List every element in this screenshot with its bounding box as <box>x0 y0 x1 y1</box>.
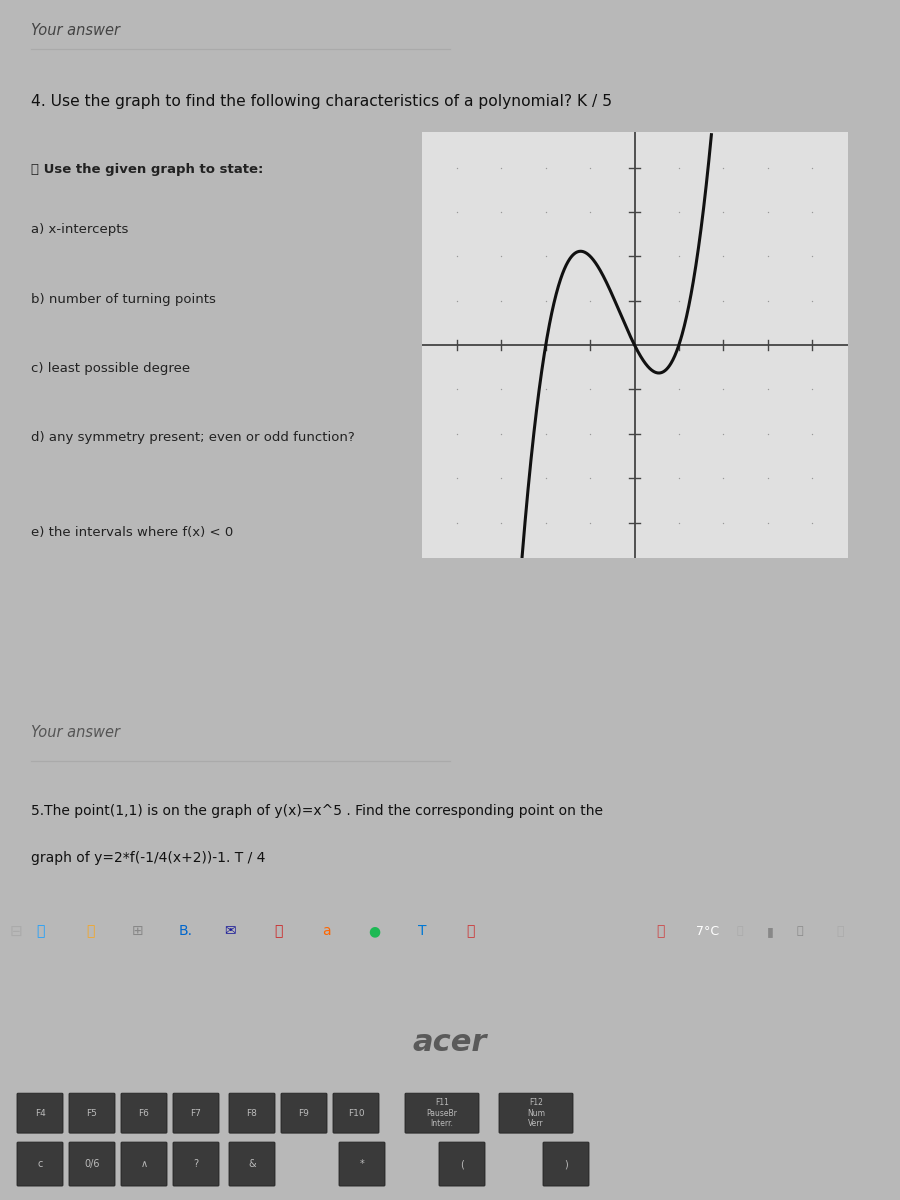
Text: F7: F7 <box>191 1109 202 1117</box>
FancyBboxPatch shape <box>281 1093 327 1133</box>
FancyBboxPatch shape <box>17 1142 63 1186</box>
Text: 4. Use the graph to find the following characteristics of a polynomial? K / 5: 4. Use the graph to find the following c… <box>31 94 612 109</box>
Text: &: & <box>248 1159 256 1169</box>
FancyBboxPatch shape <box>173 1093 219 1133</box>
Text: c) least possible degree: c) least possible degree <box>31 361 190 374</box>
Text: 🔴: 🔴 <box>274 924 283 938</box>
Text: acer: acer <box>413 1027 487 1057</box>
FancyBboxPatch shape <box>121 1142 167 1186</box>
Text: 📁: 📁 <box>86 924 94 938</box>
Text: e) the intervals where f(x) < 0: e) the intervals where f(x) < 0 <box>31 526 233 539</box>
FancyBboxPatch shape <box>439 1142 485 1186</box>
FancyBboxPatch shape <box>69 1142 115 1186</box>
Text: F4: F4 <box>34 1109 45 1117</box>
Text: F12
Num
Verr: F12 Num Verr <box>527 1098 545 1128</box>
Text: 📶: 📶 <box>796 926 804 936</box>
FancyBboxPatch shape <box>405 1093 479 1133</box>
Text: 🖥: 🖥 <box>737 926 743 936</box>
Text: 📖 Use the given graph to state:: 📖 Use the given graph to state: <box>31 163 264 176</box>
FancyBboxPatch shape <box>17 1093 63 1133</box>
Text: F8: F8 <box>247 1109 257 1117</box>
Text: F6: F6 <box>139 1109 149 1117</box>
Text: d) any symmetry present; even or odd function?: d) any symmetry present; even or odd fun… <box>31 431 355 444</box>
Text: (: ( <box>460 1159 464 1169</box>
Text: ?: ? <box>194 1159 199 1169</box>
Text: ⊟: ⊟ <box>10 924 22 938</box>
Text: F10: F10 <box>347 1109 365 1117</box>
FancyBboxPatch shape <box>229 1142 275 1186</box>
FancyBboxPatch shape <box>499 1093 573 1133</box>
Text: 7°C: 7°C <box>696 925 719 937</box>
Text: Your answer: Your answer <box>31 725 120 740</box>
Text: ∧: ∧ <box>140 1159 148 1169</box>
Text: F5: F5 <box>86 1109 97 1117</box>
Text: a: a <box>321 924 330 938</box>
FancyBboxPatch shape <box>333 1093 379 1133</box>
Text: T: T <box>418 924 427 938</box>
Text: ✉: ✉ <box>224 924 236 938</box>
Text: ▮: ▮ <box>767 925 773 937</box>
Text: c: c <box>37 1159 42 1169</box>
Text: 🔊: 🔊 <box>836 925 844 937</box>
Text: 🔴: 🔴 <box>466 924 474 938</box>
Text: ): ) <box>564 1159 568 1169</box>
Text: 0/6: 0/6 <box>85 1159 100 1169</box>
Text: a) x-intercepts: a) x-intercepts <box>31 223 129 236</box>
Text: ●: ● <box>368 924 380 938</box>
Text: Your answer: Your answer <box>31 23 120 37</box>
FancyBboxPatch shape <box>69 1093 115 1133</box>
Text: F11
PauseBr
Interr.: F11 PauseBr Interr. <box>427 1098 457 1128</box>
FancyBboxPatch shape <box>121 1093 167 1133</box>
Text: 🌐: 🌐 <box>36 924 44 938</box>
FancyBboxPatch shape <box>173 1142 219 1186</box>
Text: b) number of turning points: b) number of turning points <box>31 293 216 306</box>
Text: B.: B. <box>179 924 193 938</box>
Text: 🍃: 🍃 <box>656 924 664 938</box>
Text: ⊞: ⊞ <box>132 924 144 938</box>
Text: F9: F9 <box>299 1109 310 1117</box>
FancyBboxPatch shape <box>229 1093 275 1133</box>
Text: *: * <box>360 1159 364 1169</box>
FancyBboxPatch shape <box>339 1142 385 1186</box>
Text: graph of y=2*f(-1/4(x+2))-1. T / 4: graph of y=2*f(-1/4(x+2))-1. T / 4 <box>31 851 266 865</box>
Text: 5.The point(1,1) is on the graph of y(x)=x^5 . Find the corresponding point on t: 5.The point(1,1) is on the graph of y(x)… <box>31 804 603 818</box>
FancyBboxPatch shape <box>543 1142 589 1186</box>
